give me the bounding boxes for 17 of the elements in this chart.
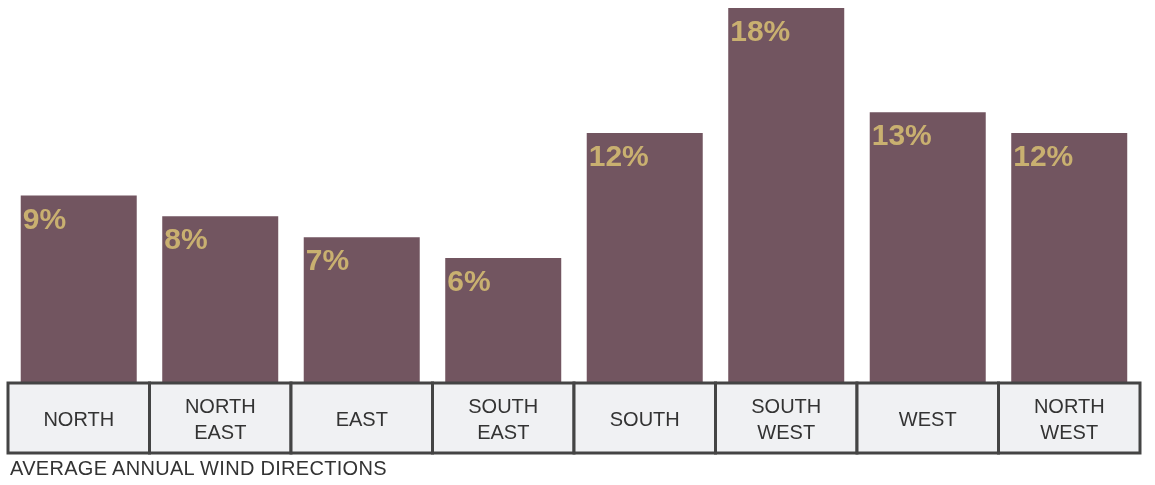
x-tick-label: SOUTH WEST	[751, 395, 822, 443]
x-tick-label: SOUTH EAST	[468, 395, 539, 443]
x-tick-label: NORTH	[43, 408, 115, 430]
x-tick-label: EAST	[335, 408, 388, 430]
text: AVERAGE ANNUAL WIND DIRECTIONS	[10, 457, 388, 480]
data-label: 9%	[22, 201, 67, 235]
data-label: 8%	[164, 222, 208, 256]
x-tick-label: WEST	[898, 408, 957, 430]
data-label: 13%	[871, 118, 932, 152]
x-tick-label: NORTH EAST	[184, 395, 256, 443]
data-label: 18%	[730, 14, 791, 47]
data-label: 12%	[1013, 139, 1074, 172]
data-label: 7%	[305, 243, 350, 277]
x-tick-label: SOUTH	[609, 408, 680, 430]
x-tick-label: NORTH WEST	[1033, 395, 1105, 443]
data-label: 6%	[447, 264, 491, 297]
data-label: 12%	[588, 139, 649, 172]
